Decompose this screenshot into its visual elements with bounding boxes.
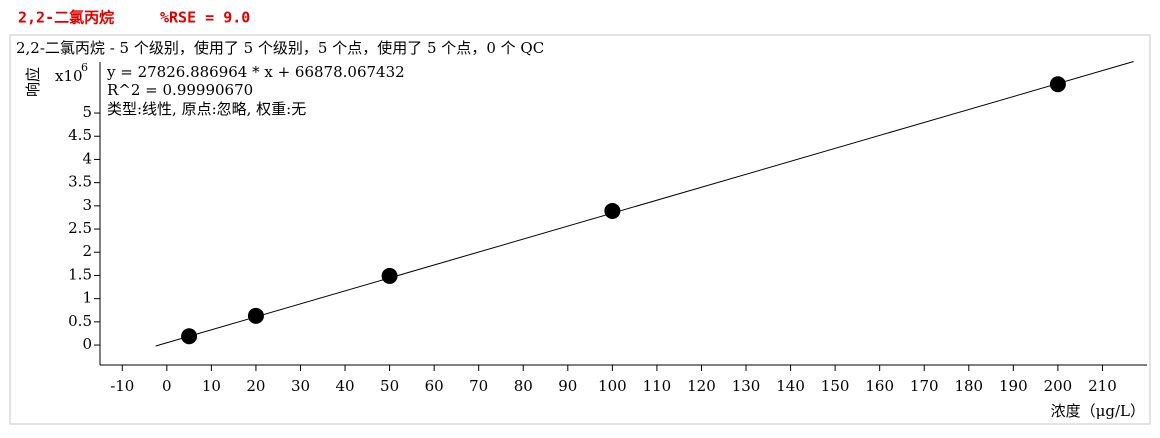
annotation: 类型:线性, 原点:忽略, 权重:无 bbox=[107, 100, 306, 118]
y-tick-label: 4.5 bbox=[68, 126, 92, 144]
chart-title: 2,2-二氯丙烷 - 5 个级别，使用了 5 个级别，5 个点，使用了 5 个点… bbox=[16, 39, 544, 57]
x-tick-label: 140 bbox=[776, 377, 805, 395]
x-tick-label: 0 bbox=[162, 377, 172, 395]
x-tick-label: 30 bbox=[291, 377, 310, 395]
y-tick-label: 3.5 bbox=[68, 173, 92, 191]
y-axis-label: 响应 bbox=[24, 67, 42, 97]
x-tick-label: 20 bbox=[246, 377, 265, 395]
y-tick-label: 2 bbox=[82, 242, 92, 260]
y-tick-label: 1 bbox=[82, 289, 92, 307]
x-tick-label: 160 bbox=[865, 377, 894, 395]
x-tick-label: 60 bbox=[425, 377, 444, 395]
x-tick-label: 170 bbox=[910, 377, 939, 395]
y-tick-label: 3 bbox=[82, 196, 92, 214]
x-tick-label: 50 bbox=[380, 377, 399, 395]
data-point bbox=[381, 267, 398, 284]
y-multiplier: x10 bbox=[55, 67, 83, 85]
y-multiplier-exp: 6 bbox=[81, 61, 88, 74]
chart-frame bbox=[9, 34, 1151, 425]
data-point bbox=[604, 202, 621, 219]
annotation: y = 27826.886964 * x + 66878.067432 bbox=[106, 63, 405, 81]
header-rse: %RSE = 9.0 bbox=[160, 9, 250, 27]
x-tick-label: 110 bbox=[643, 377, 672, 395]
annotation: R^2 = 0.99990670 bbox=[107, 81, 253, 99]
x-tick-label: 120 bbox=[687, 377, 716, 395]
y-tick-label: 5 bbox=[82, 103, 92, 121]
x-tick-label: 100 bbox=[598, 377, 627, 395]
x-tick-label: 200 bbox=[1044, 377, 1073, 395]
x-tick-label: 80 bbox=[514, 377, 533, 395]
y-tick-label: 2.5 bbox=[68, 219, 92, 237]
x-tick-label: 10 bbox=[202, 377, 221, 395]
data-point bbox=[247, 307, 264, 324]
header-title: 2,2-二氯丙烷 bbox=[18, 9, 114, 27]
x-axis-label: 浓度（μg/L） bbox=[1051, 402, 1145, 420]
x-tick-label: 210 bbox=[1088, 377, 1117, 395]
x-tick-label: -10 bbox=[110, 377, 134, 395]
x-tick-label: 90 bbox=[558, 377, 577, 395]
y-tick-label: 0 bbox=[82, 335, 92, 353]
x-tick-label: 40 bbox=[335, 377, 354, 395]
x-tick-label: 130 bbox=[732, 377, 761, 395]
y-tick-label: 0.5 bbox=[68, 312, 92, 330]
fit-line bbox=[155, 61, 1134, 347]
x-tick-label: 190 bbox=[999, 377, 1028, 395]
y-tick-label: 4 bbox=[82, 149, 92, 167]
x-tick-label: 150 bbox=[821, 377, 850, 395]
x-tick-label: 180 bbox=[954, 377, 983, 395]
x-tick-label: 70 bbox=[469, 377, 488, 395]
y-tick-label: 1.5 bbox=[68, 265, 92, 283]
data-point bbox=[181, 328, 198, 345]
data-point bbox=[1049, 76, 1066, 93]
